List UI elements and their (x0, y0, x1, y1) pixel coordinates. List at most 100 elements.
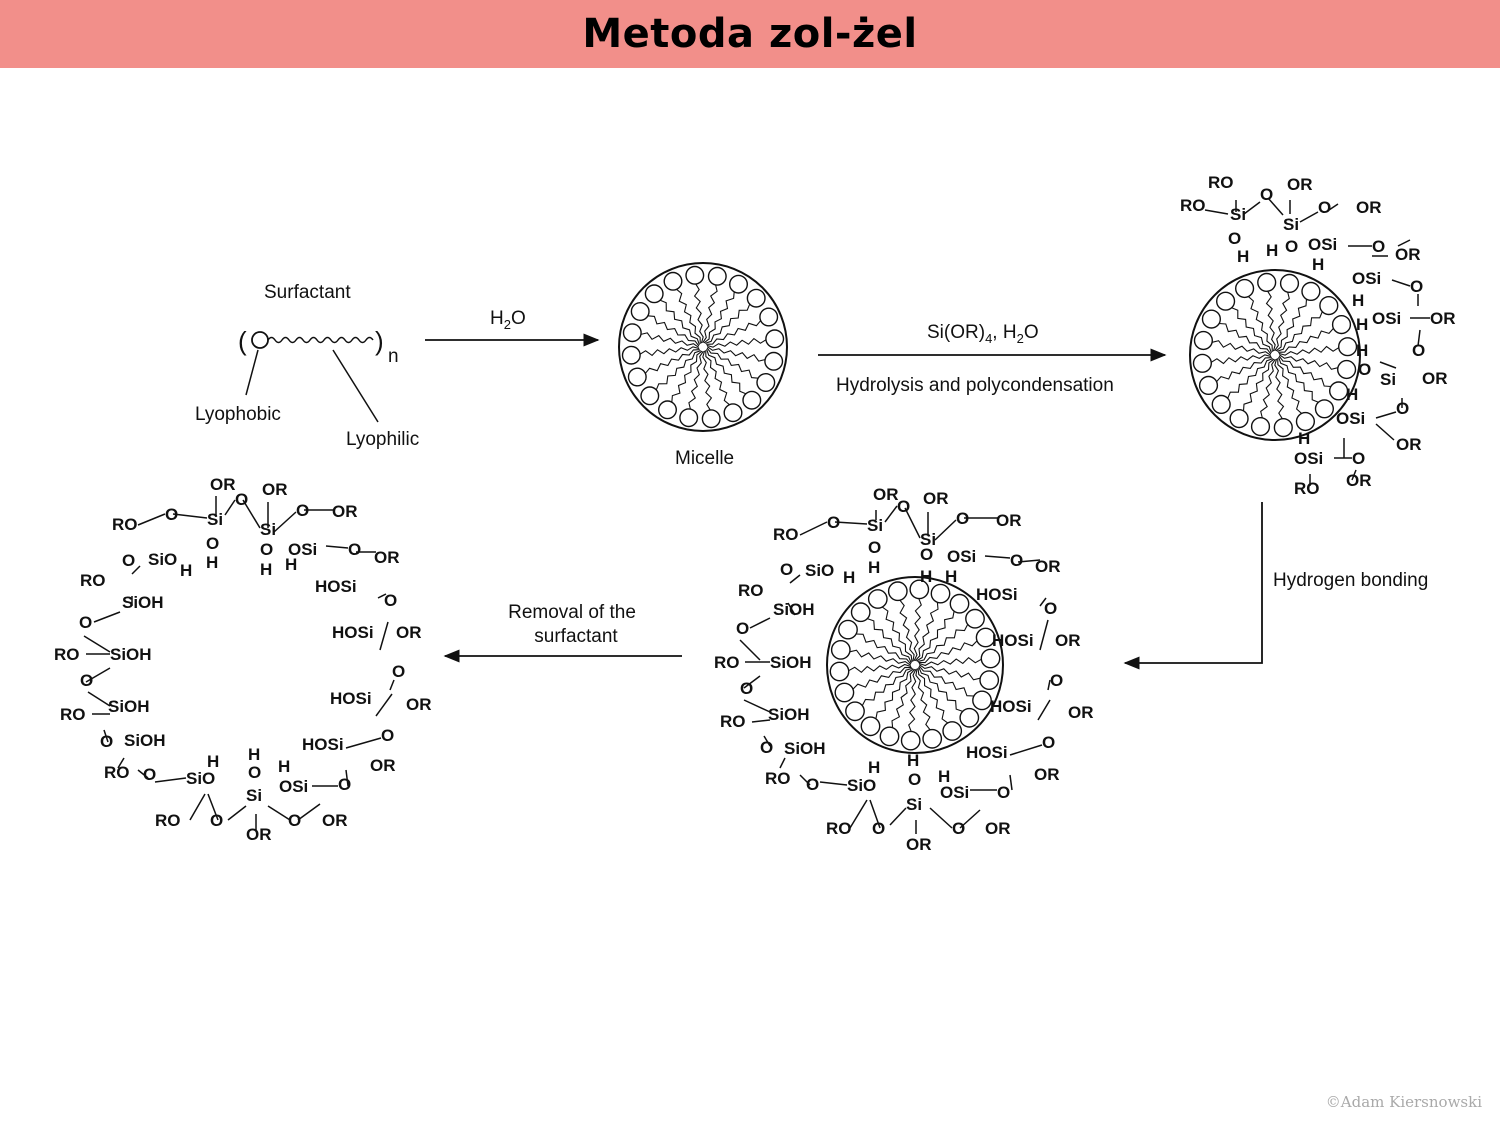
chemical-bond (1204, 209, 1229, 215)
surfactant-head (1257, 272, 1277, 292)
chemical-group: O (206, 534, 219, 553)
chemical-bond (834, 521, 868, 525)
micelle-boundary (1189, 269, 1361, 441)
surfactant-head (830, 640, 851, 660)
surfactant-head (972, 690, 992, 711)
surfactant-head (1198, 375, 1219, 395)
surfactant-tail (848, 663, 912, 674)
surfactant-head (1201, 309, 1221, 329)
chemical-group: SiO (186, 769, 215, 788)
chemical-group: H (868, 758, 880, 777)
surfactant-tail (875, 668, 914, 719)
chemical-group: O (392, 662, 405, 681)
chemical-bond (959, 809, 981, 829)
chemical-group: H (1312, 255, 1324, 274)
chemical-group: H (1298, 429, 1310, 448)
surfactant-head (679, 408, 699, 428)
chemical-bond (267, 805, 291, 821)
chemical-group: OR (873, 485, 899, 504)
surfactant-tail (1274, 358, 1285, 419)
surfactant-head (658, 400, 678, 420)
chemical-group: O (165, 505, 178, 524)
micelle-in-silica-shell (826, 576, 1004, 754)
surfactant-tail (676, 288, 701, 344)
chemical-group: H (945, 567, 957, 586)
surfactant-tail (849, 649, 912, 666)
chemical-group: RO (112, 515, 138, 534)
chemical-group: OR (1430, 309, 1456, 328)
title-bar: Metoda zol-żel (0, 0, 1500, 68)
chemical-group: HOSi (990, 697, 1032, 716)
surfactant-tail (702, 284, 718, 344)
chemical-group: O (1372, 237, 1385, 256)
chemical-group: O (381, 726, 394, 745)
surfactant-tail (891, 668, 916, 728)
chemical-group: O (79, 613, 92, 632)
chemical-group: HOSi (992, 631, 1034, 650)
chemical-group: RO (80, 571, 106, 590)
chemical-group: H (843, 568, 855, 587)
surfactant-head (1192, 353, 1212, 373)
surfactant-head (701, 409, 721, 429)
subscript-n: n (388, 346, 399, 367)
chemical-bond (1299, 211, 1319, 223)
chemical-group: HOSi (315, 577, 357, 596)
hydrolysis-label: Hydrolysis and polycondensation (836, 375, 1114, 396)
chemical-group: O (80, 671, 93, 690)
chemical-group: O (1042, 733, 1055, 752)
surfactant-tail (852, 666, 912, 690)
surfactant-tail (914, 602, 939, 662)
chemical-bond (1417, 329, 1421, 347)
chemical-group: OR (1034, 765, 1060, 784)
surfactant-head (1295, 411, 1315, 432)
surfactant-head (1336, 359, 1357, 380)
chemical-bond (1375, 411, 1397, 419)
chemical-group: HOSi (976, 585, 1018, 604)
chemical-group: O (260, 540, 273, 559)
surfactant-tail (867, 618, 912, 664)
chemical-group: O (1410, 277, 1423, 296)
surfactant-tail (706, 337, 767, 348)
chemical-bond (884, 505, 898, 523)
micelle-boundary (826, 576, 1004, 754)
surfactant-tail (1275, 299, 1308, 352)
chemical-group: Si (1283, 215, 1299, 234)
chemical-bond (904, 507, 921, 539)
chemical-group: O (296, 501, 309, 520)
surfactant-tail (705, 303, 751, 344)
arrow-removal: Removal of the surfactant (443, 602, 682, 663)
chemical-group: OSi (279, 777, 308, 796)
surfactant-tail (856, 633, 912, 665)
surfactant-head (1229, 409, 1249, 429)
chemical-group: OR (985, 819, 1011, 838)
surfactant-head (1331, 315, 1352, 335)
chemical-bond (1039, 597, 1047, 607)
surfactant-head (1337, 337, 1358, 357)
surfactant-head (922, 728, 943, 749)
surfactant-tail (640, 332, 700, 348)
chemical-bond (85, 667, 111, 683)
arrow-water: H2O (425, 308, 600, 347)
chemical-group: H (1356, 341, 1368, 360)
chemical-group: O (997, 783, 1010, 802)
surfactant-tail (908, 668, 917, 732)
chemical-group: O (806, 775, 819, 794)
chemical-bond (137, 769, 149, 779)
chemical-bond (377, 593, 387, 599)
surfactant-head (900, 730, 921, 751)
chemical-bond (799, 521, 828, 536)
chemical-bond (345, 769, 349, 787)
chemical-bond (375, 693, 393, 717)
surfactant-head (1279, 273, 1300, 293)
hydrophilic-head (251, 331, 269, 349)
surfactant-tail (639, 346, 700, 357)
chemical-group: O (210, 811, 223, 830)
surfactant-tail (1211, 354, 1272, 365)
chemical-group: O (235, 490, 248, 509)
chemical-group: H (1346, 385, 1358, 404)
chemical-bond (345, 737, 382, 749)
chemical-bond (1391, 279, 1411, 287)
surfactant-head (621, 345, 641, 365)
arrow-hydrogen-bonding: Hydrogen bonding (1123, 502, 1428, 670)
